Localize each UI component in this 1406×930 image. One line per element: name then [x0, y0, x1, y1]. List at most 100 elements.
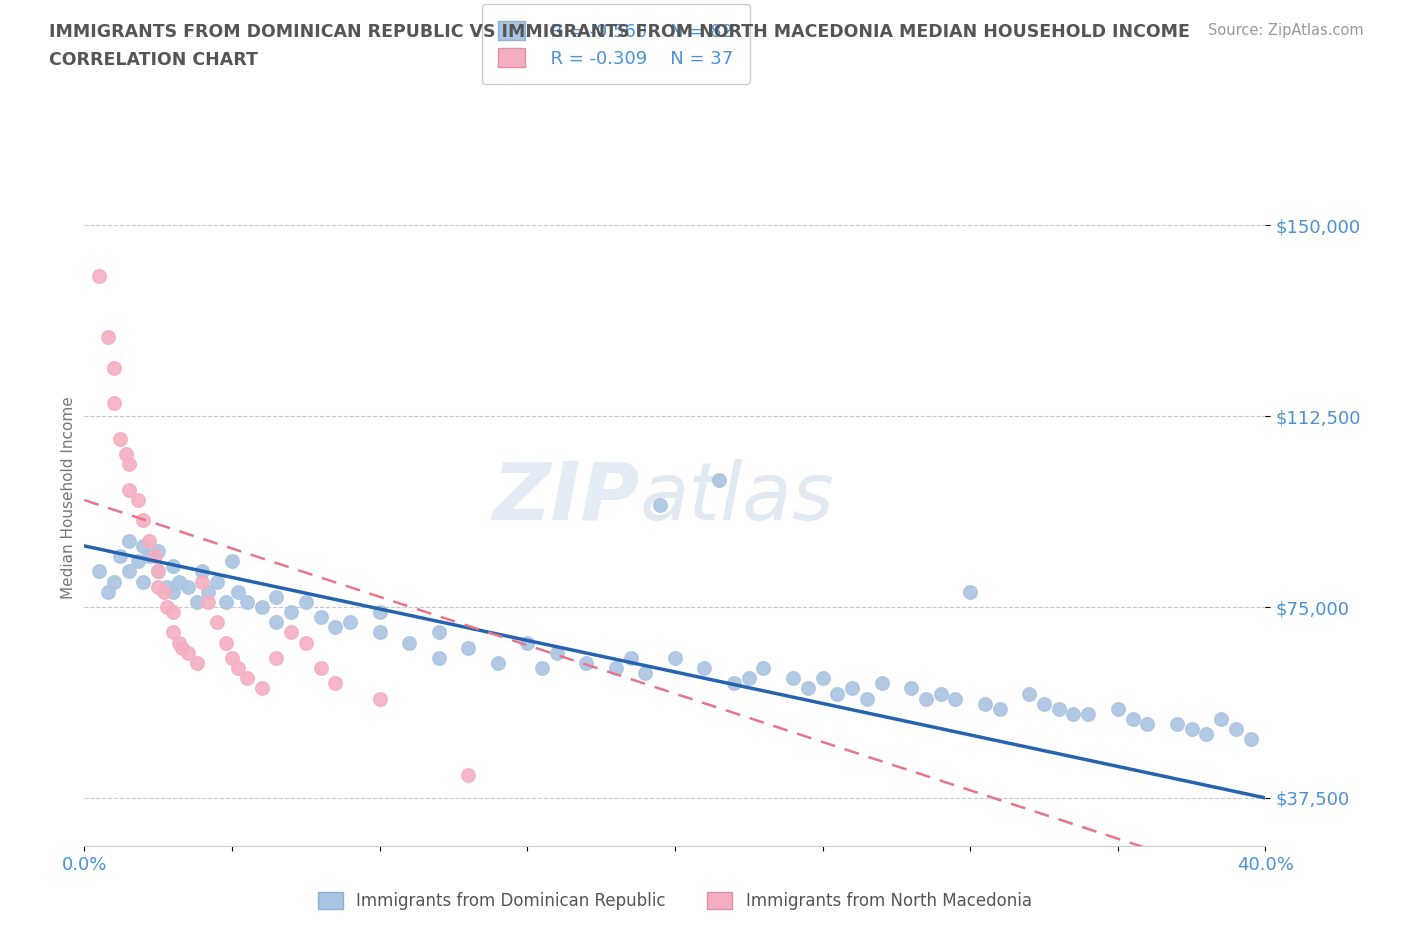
Point [97, 330, 120, 345]
Point [693, 660, 716, 675]
Point [1018, 686, 1040, 701]
Point [191, 574, 214, 589]
Point [1211, 711, 1233, 726]
Point [132, 574, 155, 589]
Point [1240, 732, 1263, 747]
Text: IMMIGRANTS FROM DOMINICAN REPUBLIC VS IMMIGRANTS FROM NORTH MACEDONIA MEDIAN HOU: IMMIGRANTS FROM DOMINICAN REPUBLIC VS IM… [49, 23, 1189, 41]
Point [811, 671, 834, 685]
Point [309, 610, 332, 625]
Point [156, 600, 179, 615]
Point [827, 686, 849, 701]
Point [170, 640, 193, 655]
Point [427, 650, 450, 665]
Point [207, 615, 229, 630]
Y-axis label: Median Household Income: Median Household Income [60, 396, 76, 599]
Point [186, 656, 208, 671]
Point [132, 538, 155, 553]
Point [575, 656, 598, 671]
Point [1107, 701, 1129, 716]
Point [127, 553, 149, 568]
Legend:   R = -0.560    N = 82,   R = -0.309    N = 37: R = -0.560 N = 82, R = -0.309 N = 37 [482, 5, 749, 84]
Point [118, 564, 141, 578]
Point [325, 620, 347, 635]
Point [1047, 701, 1070, 716]
Point [1122, 711, 1144, 726]
Point [266, 615, 288, 630]
Point [870, 676, 893, 691]
Point [236, 671, 259, 685]
Point [266, 650, 288, 665]
Point [856, 691, 879, 706]
Point [108, 432, 131, 446]
Point [650, 498, 672, 512]
Point [143, 549, 166, 564]
Point [162, 604, 184, 619]
Point [108, 549, 131, 564]
Point [1181, 722, 1204, 737]
Point [127, 493, 149, 508]
Point [1166, 717, 1188, 732]
Point [167, 574, 190, 589]
Point [118, 483, 141, 498]
Point [1195, 727, 1218, 742]
Point [1033, 697, 1056, 711]
Point [162, 559, 184, 574]
Point [457, 640, 479, 655]
Point [148, 564, 170, 578]
Point [138, 534, 160, 549]
Point [339, 615, 361, 630]
Point [87, 269, 111, 284]
Point [148, 579, 170, 594]
Point [207, 574, 229, 589]
Point [221, 650, 243, 665]
Point [486, 656, 509, 671]
Point [250, 681, 273, 696]
Point [398, 635, 420, 650]
Point [368, 625, 391, 640]
Point [280, 604, 302, 619]
Point [197, 594, 219, 609]
Point [634, 666, 657, 681]
Point [177, 579, 200, 594]
Point [153, 584, 176, 599]
Legend: Immigrants from Dominican Republic, Immigrants from North Macedonia: Immigrants from Dominican Republic, Immi… [311, 885, 1039, 917]
Point [103, 360, 125, 375]
Point [167, 635, 190, 650]
Point [945, 691, 967, 706]
Point [114, 446, 136, 461]
Point [215, 594, 238, 609]
Point [929, 686, 952, 701]
Point [1063, 707, 1085, 722]
Point [226, 584, 249, 599]
Point [738, 671, 761, 685]
Point [457, 767, 479, 782]
Point [915, 691, 938, 706]
Text: CORRELATION CHART: CORRELATION CHART [49, 51, 259, 69]
Point [250, 600, 273, 615]
Point [605, 660, 627, 675]
Point [900, 681, 922, 696]
Point [723, 676, 745, 691]
Point [709, 472, 731, 487]
Text: Source: ZipAtlas.com: Source: ZipAtlas.com [1208, 23, 1364, 38]
Point [118, 457, 141, 472]
Point [295, 635, 318, 650]
Point [162, 625, 184, 640]
Point [280, 625, 302, 640]
Point [103, 396, 125, 411]
Point [368, 604, 391, 619]
Point [295, 594, 318, 609]
Point [974, 697, 997, 711]
Point [215, 635, 238, 650]
Point [325, 676, 347, 691]
Point [546, 645, 568, 660]
Point [1225, 722, 1247, 737]
Point [191, 564, 214, 578]
Point [782, 671, 804, 685]
Point [841, 681, 863, 696]
Point [186, 594, 208, 609]
Text: atlas: atlas [640, 458, 834, 537]
Point [266, 590, 288, 604]
Point [162, 584, 184, 599]
Point [427, 625, 450, 640]
